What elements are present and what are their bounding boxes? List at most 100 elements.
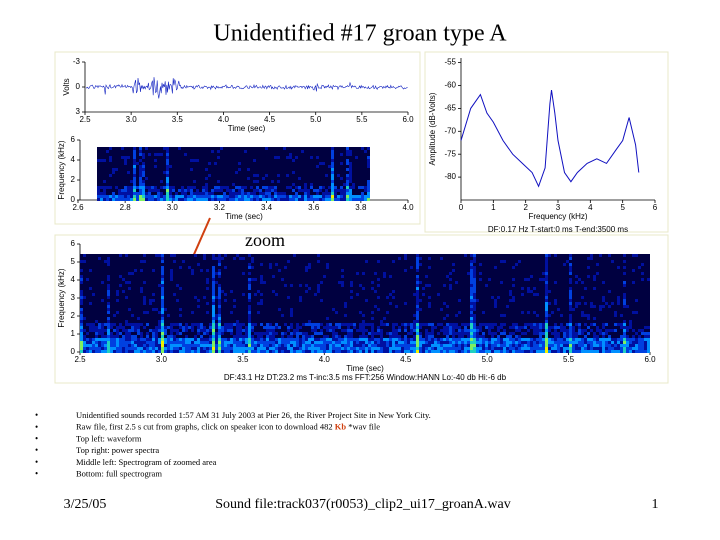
spectrogram-cell <box>107 335 110 338</box>
spectrogram-cell <box>166 180 169 183</box>
spectrogram-cell <box>80 293 83 296</box>
spectrogram-cell <box>566 323 569 326</box>
spectrogram-cell <box>179 344 182 347</box>
spectrogram-cell <box>482 344 485 347</box>
spectrogram-cell <box>188 350 191 353</box>
spectrogram-cell <box>314 347 317 350</box>
spectrogram-cell <box>638 266 641 269</box>
spectrogram-cell <box>479 326 482 329</box>
spectrogram-cell <box>545 281 548 284</box>
spectrogram-cell <box>317 323 320 326</box>
spectrogram-cell <box>134 338 137 341</box>
spectrogram-cell <box>161 320 164 323</box>
spectrogram-cell <box>146 347 149 350</box>
spectrogram-cell <box>316 165 319 168</box>
spectrogram-cell <box>371 338 374 341</box>
spectrogram-cell <box>145 177 148 180</box>
spectrogram-cell <box>152 341 155 344</box>
spectrogram-cell <box>554 281 557 284</box>
spectrogram-cell <box>413 341 416 344</box>
spectrogram-cell <box>106 186 109 189</box>
spectrogram-cell <box>416 281 419 284</box>
spectrogram-cell <box>437 332 440 335</box>
spectrogram-cell <box>590 350 593 353</box>
spectrogram-cell <box>197 323 200 326</box>
spectrogram-cell <box>260 338 263 341</box>
spectrogram-cell <box>193 195 196 198</box>
spectrogram-cell <box>593 350 596 353</box>
spectrogram-cell <box>578 350 581 353</box>
spectrogram-cell <box>584 338 587 341</box>
spectrogram-cell <box>497 338 500 341</box>
spectrogram-cell <box>218 302 221 305</box>
spectrogram-cell <box>271 189 274 192</box>
spectrogram-cell <box>128 308 131 311</box>
spectrogram-cell <box>488 341 491 344</box>
spectrogram-cell <box>398 341 401 344</box>
spectrogram-cell <box>149 338 152 341</box>
spectrogram-cell <box>218 275 221 278</box>
spectrogram-cell <box>566 341 569 344</box>
spectrogram-cell <box>227 326 230 329</box>
spectrogram-cell <box>199 198 202 201</box>
x-axis-label: Frequency (kHz) <box>528 212 587 221</box>
spectrogram-cell <box>545 287 548 290</box>
spectrogram-cell <box>422 347 425 350</box>
x-tick-label: 5.0 <box>310 115 322 124</box>
spectrogram-cell <box>533 344 536 347</box>
spectrogram-cell <box>232 192 235 195</box>
spectrogram-cell <box>626 305 629 308</box>
spectrogram-cell <box>80 290 83 293</box>
spectrogram-cell <box>356 347 359 350</box>
spectrogram-cell <box>344 347 347 350</box>
spectrogram-cell <box>251 278 254 281</box>
spectrogram-cell <box>161 311 164 314</box>
spectrogram-cell <box>602 344 605 347</box>
spectrogram-cell <box>113 344 116 347</box>
spectrogram-cell <box>593 335 596 338</box>
spectrogram-cell <box>308 320 311 323</box>
spectrogram-cell <box>266 335 269 338</box>
spectrogram-cell <box>518 338 521 341</box>
spectrogram-cell <box>95 344 98 347</box>
spectrogram-cell <box>485 347 488 350</box>
spectrogram-cell <box>251 266 254 269</box>
spectrogram-cell <box>187 189 190 192</box>
spectrogram-cell <box>383 323 386 326</box>
spectrogram-cell <box>101 335 104 338</box>
spectrogram-cell <box>248 350 251 353</box>
spectrogram-cell <box>269 344 272 347</box>
spectrogram-cell <box>461 341 464 344</box>
spectrogram-cell <box>632 329 635 332</box>
spectrogram-cell <box>98 341 101 344</box>
spectrogram-cell <box>509 350 512 353</box>
spectrogram-cell <box>119 254 122 257</box>
spectrogram-cell <box>554 299 557 302</box>
spectrogram-cell <box>536 344 539 347</box>
spectrogram-cell <box>311 329 314 332</box>
spectrogram-cell <box>641 332 644 335</box>
spectrogram-cell <box>587 332 590 335</box>
spectrogram-cell <box>437 293 440 296</box>
spectrogram-cell <box>545 329 548 332</box>
spectrogram-cell <box>170 332 173 335</box>
spectrogram-cell <box>542 338 545 341</box>
spectrogram-cell <box>86 323 89 326</box>
spectrogram-cell <box>176 332 179 335</box>
spectrogram-cell <box>128 332 131 335</box>
spectrogram-cell <box>308 263 311 266</box>
spectrogram-cell <box>212 257 215 260</box>
spectrogram-cell <box>248 299 251 302</box>
spectrogram-cell <box>139 150 142 153</box>
spectrogram-cell <box>473 338 476 341</box>
spectrogram-cell <box>215 323 218 326</box>
spectrogram-cell <box>251 338 254 341</box>
spectrogram-cell <box>233 338 236 341</box>
spectrogram-cell <box>578 323 581 326</box>
spectrogram-cell <box>205 177 208 180</box>
spectrogram-cell <box>506 347 509 350</box>
spectrogram-cell <box>344 329 347 332</box>
spectrogram-cell <box>149 350 152 353</box>
spectrogram-cell <box>212 341 215 344</box>
spectrogram-cell <box>266 332 269 335</box>
